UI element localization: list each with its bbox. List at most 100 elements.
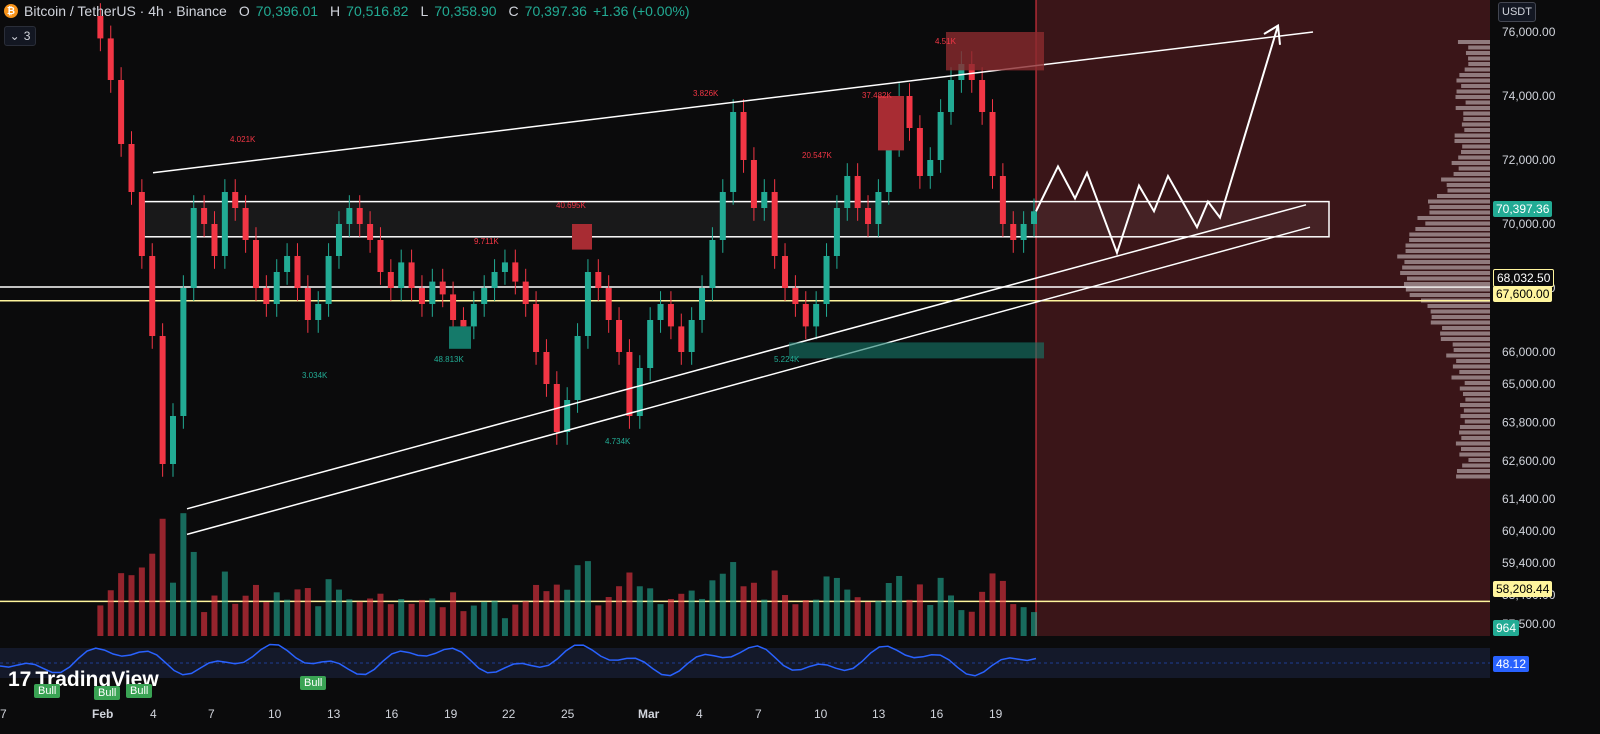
bitcoin-icon: ₿ — [4, 4, 18, 18]
rsi-value-label: 48.12 — [1493, 656, 1529, 672]
candle-body — [211, 224, 217, 256]
volume-profile-bar — [1460, 403, 1490, 407]
volume-bar — [844, 590, 850, 636]
volume-bar — [346, 599, 352, 636]
close-label: C — [509, 3, 519, 19]
volume-profile-bar — [1456, 442, 1490, 446]
volume-profile-bar — [1465, 381, 1490, 385]
volume-profile-bar — [1460, 414, 1490, 418]
candle-body — [824, 256, 830, 304]
volume-bar — [990, 573, 996, 636]
volume-bar — [637, 586, 643, 636]
candle-body — [575, 336, 581, 400]
volume-profile-bar — [1459, 370, 1490, 374]
volume-profile-bar — [1459, 431, 1490, 435]
price-tick-label: 66,000.00 — [1502, 345, 1556, 359]
volume-bar — [419, 600, 425, 636]
volume-profile-bar — [1463, 112, 1490, 116]
chevron-down-icon: ⌄ — [10, 29, 20, 43]
price-tick-label: 72,000.00 — [1502, 153, 1556, 167]
candle-body — [450, 294, 456, 320]
volume-bar — [460, 611, 466, 636]
volume-profile-bar — [1456, 95, 1490, 99]
volume-bar — [896, 576, 902, 636]
volume-bar — [616, 586, 622, 636]
volume-bar — [606, 597, 612, 636]
high-label: H — [330, 3, 340, 19]
candle-body — [678, 326, 684, 352]
candle-body — [803, 304, 809, 326]
candle-body — [927, 160, 933, 176]
candle-body — [533, 304, 539, 352]
volume-profile-bar — [1454, 348, 1490, 352]
candle-body — [429, 282, 435, 304]
candle-body — [709, 240, 715, 288]
volume-profile-bar — [1409, 233, 1490, 237]
volume-annotation: 37.482K — [862, 91, 892, 100]
volume-bar — [855, 597, 861, 636]
volume-profile-bar — [1466, 101, 1490, 105]
volume-profile-bar — [1462, 145, 1490, 149]
volume-bar — [170, 583, 176, 636]
volume-profile-bar — [1447, 189, 1490, 193]
volume-profile-bar — [1457, 90, 1490, 94]
volume-annotation: 3.034K — [302, 371, 328, 380]
candle-body — [149, 256, 155, 336]
candle-body — [243, 208, 249, 240]
indicator-toggle-button[interactable]: ⌄ 3 — [4, 26, 36, 46]
candle-body — [191, 208, 197, 288]
candle-body — [108, 38, 114, 80]
volume-bar — [969, 612, 975, 636]
volume-profile-bar — [1431, 310, 1490, 314]
candle-body — [751, 160, 757, 208]
volume-bar — [813, 600, 819, 636]
volume-profile-bar — [1464, 128, 1490, 132]
candle-body — [263, 288, 269, 304]
volume-profile-bar — [1428, 304, 1490, 308]
volume-profile-bar — [1400, 271, 1490, 275]
volume-bar — [824, 576, 830, 636]
volume-bar — [1010, 604, 1016, 636]
time-tick-label: 4 — [150, 707, 157, 721]
volume-bar — [761, 600, 767, 636]
currency-unit-label[interactable]: USDT — [1498, 2, 1536, 22]
volume-profile-bar — [1461, 447, 1490, 451]
volume-profile-bar — [1446, 354, 1490, 358]
volume-bar — [751, 583, 757, 636]
volume-bar — [979, 592, 985, 636]
volume-profile-bar — [1459, 453, 1490, 457]
time-tick-label: Feb — [92, 707, 113, 721]
candle-body — [772, 192, 778, 256]
candle-body — [471, 304, 477, 326]
symbol-title[interactable]: Bitcoin / TetherUS · 4h · Binance — [24, 3, 227, 19]
volume-profile-bar — [1402, 266, 1490, 270]
order-block — [946, 32, 1044, 70]
volume-profile-bar — [1456, 79, 1490, 83]
candle-body — [606, 288, 612, 320]
candle-body — [118, 80, 124, 144]
volume-bar — [1021, 607, 1027, 636]
candle-body — [460, 320, 466, 326]
time-tick-label: 16 — [385, 707, 399, 721]
volume-bar — [772, 570, 778, 636]
volume-bar — [564, 590, 570, 636]
candle-body — [253, 240, 259, 288]
volume-profile-bar — [1406, 249, 1490, 253]
volume-bar — [326, 579, 332, 636]
volume-bar — [294, 589, 300, 636]
volume-bar — [720, 574, 726, 636]
volume-profile-bar — [1456, 359, 1490, 363]
candle-body — [180, 288, 186, 416]
candle-body — [440, 282, 446, 295]
candle-body — [315, 304, 321, 320]
volume-profile-bar — [1425, 222, 1490, 226]
volume-profile-bar — [1458, 40, 1490, 44]
volume-bar — [647, 588, 653, 636]
volume-bar — [409, 604, 415, 636]
candle-body — [232, 192, 238, 208]
volume-profile-bar — [1431, 321, 1490, 325]
volume-bar — [834, 578, 840, 636]
candle-body — [481, 288, 487, 304]
